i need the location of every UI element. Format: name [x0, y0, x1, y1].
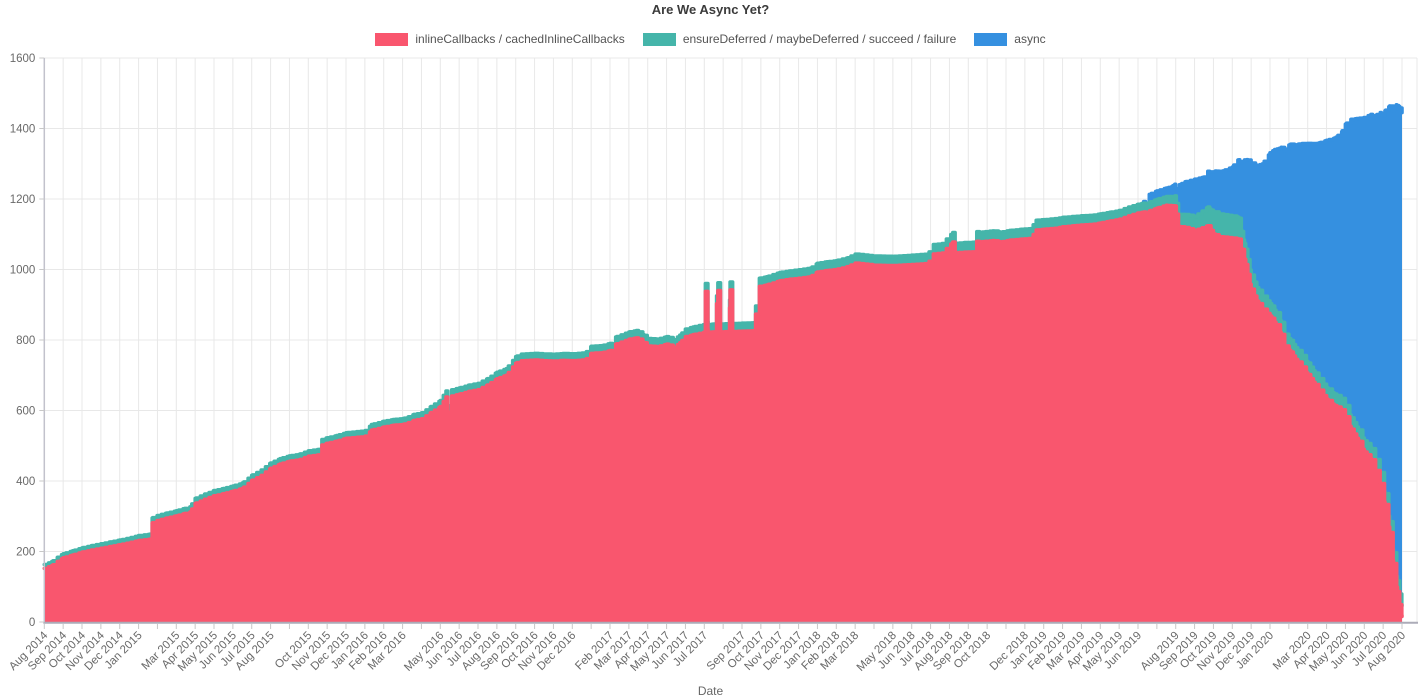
- y-tick-label: 1400: [10, 124, 36, 136]
- y-tick-label: 800: [16, 335, 35, 347]
- series-edge-1: [42, 194, 1404, 608]
- y-tick-label: 1000: [10, 265, 36, 277]
- legend-label-ensuredeferred: ensureDeferred / maybeDeferred / succeed…: [682, 32, 957, 46]
- y-tick-label: 0: [29, 617, 35, 629]
- legend-item-ensuredeferred[interactable]: ensureDeferred / maybeDeferred / succeed…: [642, 32, 957, 46]
- legend-swatch-inlinecallbacks: [375, 33, 409, 46]
- legend-label-inlinecallbacks: inlineCallbacks / cachedInlineCallbacks: [415, 32, 625, 46]
- series-edge-2: [1140, 103, 1404, 208]
- series-edge-0: [42, 203, 1404, 619]
- y-tick-label: 200: [16, 547, 35, 559]
- legend-swatch-ensuredeferred: [642, 33, 676, 46]
- y-tick-label: 1600: [10, 53, 36, 65]
- y-tick-label: 1200: [10, 194, 36, 206]
- series-area-0: [44, 205, 1402, 623]
- legend-item-inlinecallbacks[interactable]: inlineCallbacks / cachedInlineCallbacks: [375, 32, 625, 46]
- legend-swatch-async: [974, 33, 1008, 46]
- x-axis-title: Date: [697, 684, 724, 698]
- y-tick-label: 600: [16, 406, 35, 418]
- y-tick-label: 400: [16, 476, 35, 488]
- legend-item-async[interactable]: async: [974, 32, 1046, 46]
- legend: inlineCallbacks / cachedInlineCallbacks …: [0, 33, 1421, 46]
- chart-title: Are We Async Yet?: [651, 2, 770, 17]
- legend-label-async: async: [1014, 32, 1046, 46]
